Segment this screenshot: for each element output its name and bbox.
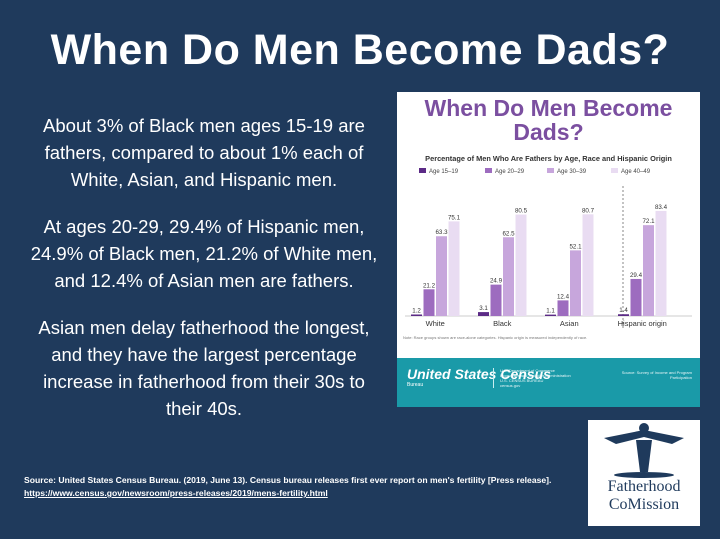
census-logo-bureau: Bureau [407, 382, 424, 388]
bar [545, 314, 556, 316]
bar [503, 237, 514, 316]
bar [411, 314, 422, 316]
page-title: When Do Men Become Dads? [50, 26, 670, 74]
census-logo-text: United States Census [407, 366, 551, 382]
data-label: 1.1 [546, 308, 555, 315]
census-infographic-card: When Do Men Become Dads? Percentage of M… [397, 92, 700, 407]
bar [515, 214, 527, 316]
department-line-4: census.gov [500, 383, 521, 388]
family-figure-icon [604, 423, 684, 478]
chart-note: Note: Race groups shown are race-alone c… [403, 335, 588, 340]
category-label: Black [493, 319, 512, 328]
category-label: Asian [560, 319, 579, 328]
data-label: 80.7 [582, 207, 595, 214]
department-line-3: U.S. CENSUS BUREAU [500, 378, 544, 383]
legend-label: Age 40–49 [621, 169, 651, 175]
summary-paragraph-3: Asian men delay fatherhood the longest, … [38, 317, 370, 419]
data-label: 83.4 [655, 204, 668, 211]
logo-line-1: Fatherhood [607, 478, 681, 495]
data-label: 12.4 [557, 293, 570, 300]
source-text: Source: United States Census Bureau. (20… [24, 475, 552, 485]
bar [490, 284, 502, 316]
logo-line-2: CoMission [608, 496, 680, 513]
data-label: 75.1 [448, 214, 461, 221]
category-label: Hispanic origin [618, 319, 667, 328]
chart-title: Percentage of Men Who Are Fathers by Age… [425, 154, 672, 163]
bar [557, 300, 569, 316]
bar [582, 214, 594, 316]
data-label: 80.5 [515, 208, 528, 215]
bar [655, 210, 667, 316]
bar [643, 225, 654, 316]
legend-swatch [419, 168, 426, 173]
data-label: 63.3 [435, 229, 448, 236]
legend-swatch [547, 168, 554, 173]
data-label: 1.2 [412, 307, 421, 314]
bar [436, 236, 447, 316]
data-label: 62.5 [502, 230, 515, 237]
department-info: U.S. Department of Commerce Economics an… [493, 368, 590, 388]
summary-paragraph-1: About 3% of Black men ages 15-19 are fat… [43, 115, 365, 190]
legend-label: Age 15–19 [429, 169, 459, 175]
summary-text: About 3% of Black men ages 15-19 are fat… [24, 112, 384, 442]
bar [618, 314, 629, 316]
source-link[interactable]: https://www.census.gov/newsroom/press-re… [24, 488, 328, 498]
category-label: White [426, 319, 445, 328]
data-label: 3.1 [479, 305, 488, 312]
bar [630, 278, 642, 316]
logo-text: Fatherhood CoMission [588, 478, 700, 514]
card-title-line-2: Dads? [513, 119, 584, 145]
department-line-2: Economics and Statistics Administration [500, 373, 571, 378]
bar [570, 250, 581, 316]
data-label: 72.1 [642, 218, 655, 225]
department-line-1: U.S. Department of Commerce [500, 368, 555, 373]
data-label: 29.4 [630, 272, 643, 279]
legend-label: Age 30–39 [557, 169, 587, 175]
bar-chart: Age 15–19 Age 20–29 Age 30–39 Age 40–49 1.2 2… [405, 168, 692, 330]
summary-paragraph-2: At ages 20-29, 29.4% of Hispanic men, 24… [30, 216, 378, 291]
card-title-line-1: When Do Men Become [424, 95, 673, 121]
legend-label: Age 20–29 [495, 169, 525, 175]
data-label: 24.9 [490, 278, 503, 285]
data-label: 21.2 [423, 282, 436, 289]
card-title: When Do Men Become Dads? [397, 96, 700, 144]
bar [478, 312, 489, 316]
data-label: 52.1 [569, 243, 582, 250]
legend-swatch [611, 168, 618, 173]
fatherhood-comission-logo: Fatherhood CoMission [588, 420, 700, 526]
census-footer: United States Census Bureau U.S. Departm… [397, 358, 700, 407]
bar [423, 289, 435, 316]
bar [448, 221, 460, 316]
census-logo: United States Census Bureau [407, 366, 551, 388]
source-citation: Source: United States Census Bureau. (20… [24, 474, 564, 500]
footer-source: Source: Survey of Income and Program Par… [621, 370, 692, 380]
legend-swatch [485, 168, 492, 173]
data-label: 1.4 [619, 307, 628, 314]
